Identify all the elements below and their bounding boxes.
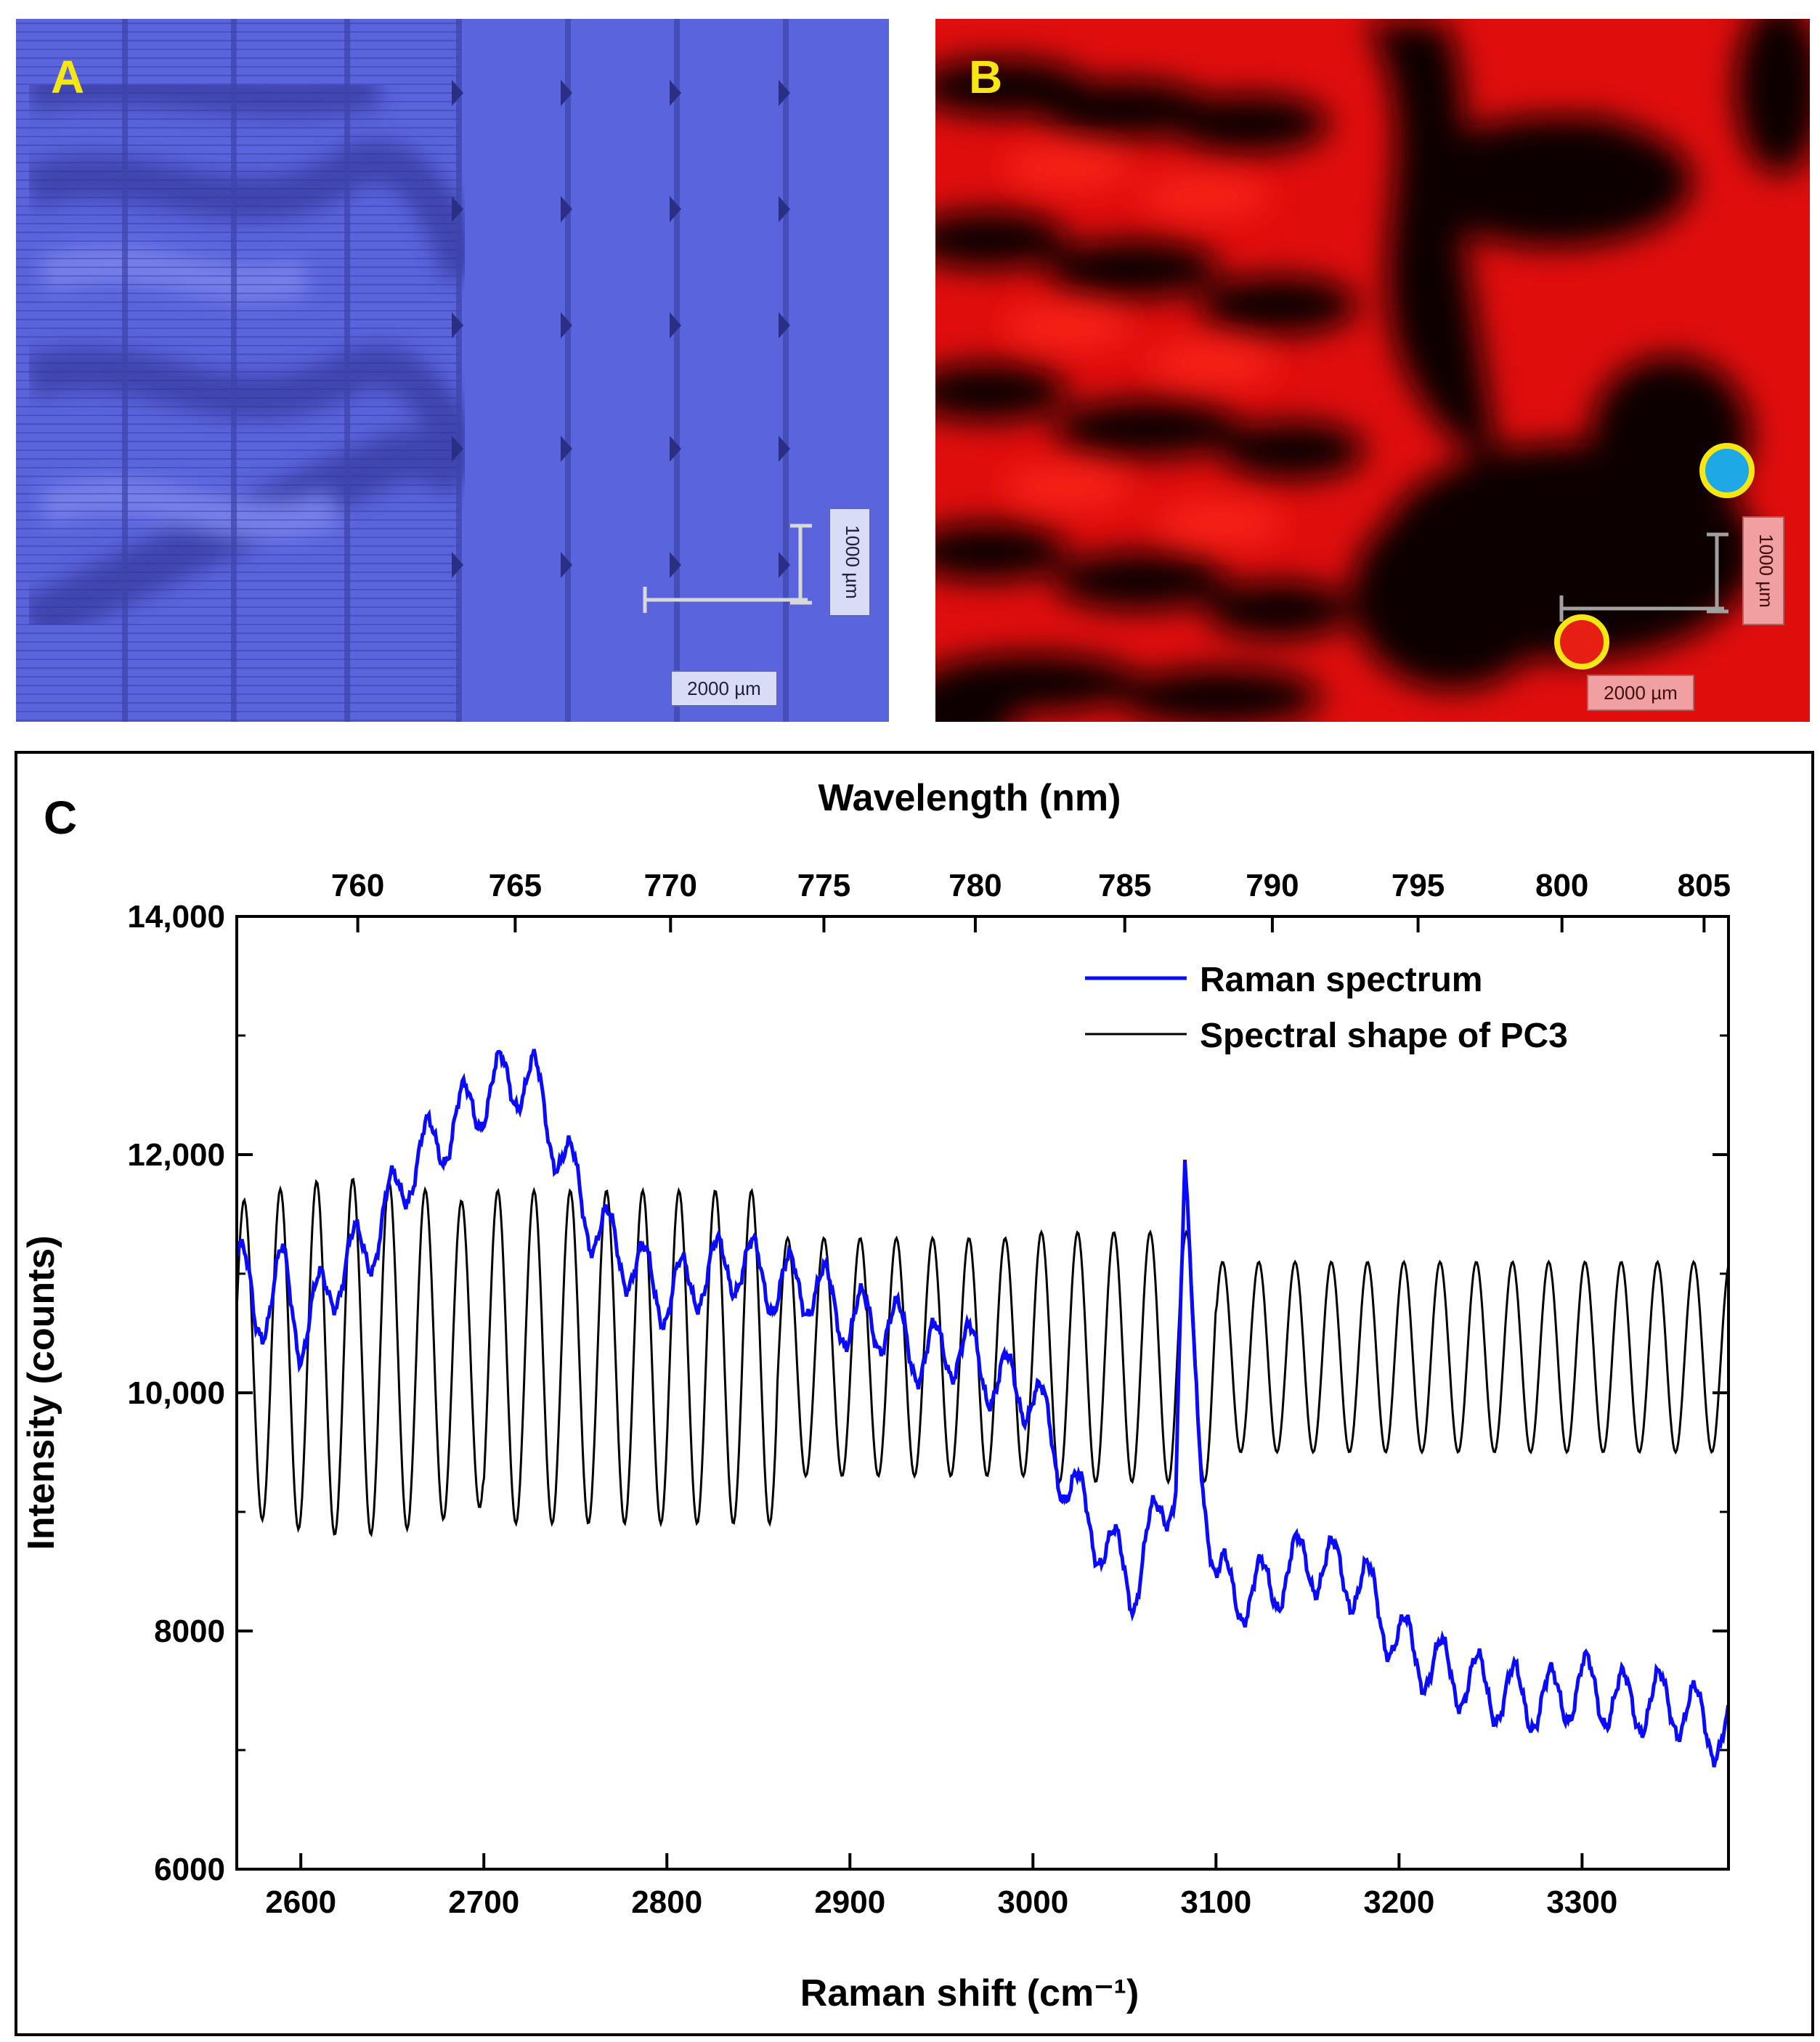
top-ticks: 760 765 770 775 780 785 790 795 800 805 [331,868,1731,932]
series-line-pc3 [237,1177,1728,1538]
panel-b-raman-map [935,19,1810,722]
legend: Raman spectrum Spectral shape of PC3 [1085,961,1568,1055]
x-ticks: 2600 2700 2800 2900 3000 3100 3200 3300 [265,1853,1617,1920]
top-tick-label-775: 775 [797,868,850,903]
x-tick-label-2600: 2600 [265,1884,336,1920]
top-tick-label-785: 785 [1098,868,1151,903]
panel-b-highlights [1002,145,1285,545]
panel-b-scale-h-label: 2000 µm [1604,682,1678,704]
top-tick-label-805: 805 [1678,868,1731,903]
panel-b-scale-v-label: 1000 µm [1755,534,1777,608]
y-tick-label-6000: 6000 [154,1852,225,1887]
top-tick-label-765: 765 [489,868,542,903]
x-tick-label-3100: 3100 [1180,1884,1251,1920]
panel-b-scale-h-box [1587,675,1694,711]
legend-label-pc3: Spectral shape of PC3 [1200,1017,1568,1055]
legend-label-raman: Raman spectrum [1200,961,1482,999]
top-tick-label-760: 760 [331,868,384,903]
panel-a-scale-v-box [829,508,871,617]
panel-b-scale-v-box [1742,516,1784,625]
panel-c-letter: C [44,792,77,844]
panel-c-frame [15,751,1814,2036]
top-tick-label-780: 780 [948,868,1002,903]
panel-a-letter: A [51,51,84,103]
x-tick-label-2900: 2900 [814,1884,885,1920]
panel-a-scale-bar [643,524,812,613]
red-marker [1554,614,1609,670]
panel-a-notches [452,80,790,578]
x-tick-label-3000: 3000 [997,1884,1068,1920]
panel-a-grid-lines [122,19,789,722]
x-tick-label-2800: 2800 [631,1884,702,1920]
plot-area [237,1049,1728,1768]
blue-marker [1699,443,1755,498]
y-axis-title: Intensity (counts) [20,1235,62,1550]
x-axis-title: Raman shift (cm⁻¹) [800,1972,1139,2014]
top-axis-title: Wavelength (nm) [818,777,1121,819]
y-ticks: 6000 8000 10,000 12,000 14,000 [127,899,1728,1887]
y-tick-label-10000: 10,000 [127,1375,225,1411]
x-tick-label-2700: 2700 [448,1884,519,1920]
plot-frame [235,915,1730,1871]
top-tick-label-795: 795 [1392,868,1445,903]
y-tick-label-12000: 12,000 [127,1137,225,1173]
panel-a-scale-v-label: 1000 µm [842,525,864,599]
y-tick-label-8000: 8000 [154,1614,225,1649]
panel-a-scale-h-label: 2000 µm [687,678,761,699]
x-tick-label-3200: 3200 [1363,1884,1434,1920]
panel-b-scale-bar [1559,532,1728,622]
top-tick-label-800: 800 [1535,868,1588,903]
panel-b-letter: B [969,51,1002,103]
top-tick-label-770: 770 [644,868,697,903]
x-tick-label-3300: 3300 [1546,1884,1617,1920]
y-tick-label-14000: 14,000 [127,899,225,935]
panel-b-texture [935,19,1810,722]
top-tick-label-790: 790 [1246,868,1299,903]
panel-a-scale-h-box [670,670,778,707]
panel-a-microscope-image [16,19,889,722]
series-line-raman [237,1049,1728,1768]
